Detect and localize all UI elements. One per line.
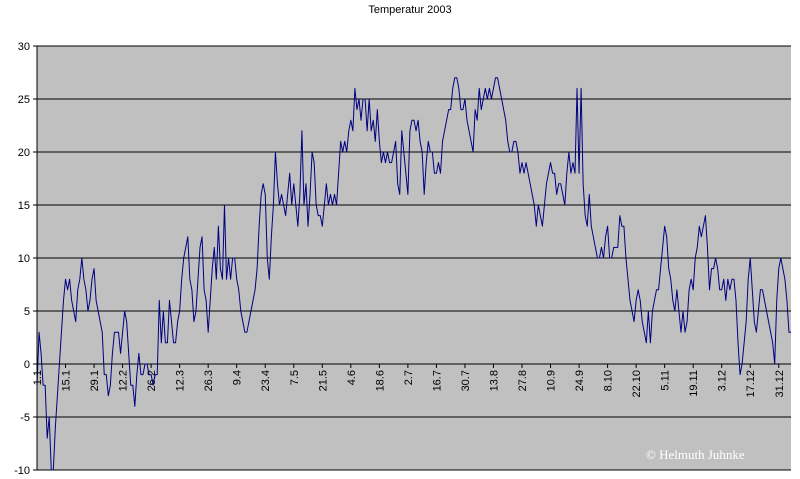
y-tick-label: 20 [18, 147, 30, 159]
y-tick-label: 5 [24, 306, 30, 318]
y-tick-label: 10 [18, 253, 30, 265]
y-tick-label: 30 [18, 41, 30, 53]
x-tick-label: 3.12 [717, 370, 729, 391]
x-tick-label: 19.11 [688, 370, 700, 397]
copyright-watermark: © Helmuth Juhnke [646, 447, 745, 462]
x-tick-label: 29.1 [89, 370, 101, 391]
temperature-series-line [36, 77, 791, 471]
x-tick-label: 4.6 [346, 370, 358, 385]
y-tick-label: -10 [14, 465, 30, 477]
x-tick-label: 2.7 [403, 370, 415, 385]
x-tick-label: 27.8 [517, 370, 529, 391]
x-tick-label: 5.11 [660, 370, 672, 391]
x-tick-label: 23.4 [260, 370, 272, 391]
x-tick-label: 17.12 [745, 370, 757, 398]
x-tick-label: 30.7 [460, 370, 472, 391]
chart-title: Temperatur 2003 [368, 4, 451, 16]
x-tick-label: 12.2 [118, 370, 130, 391]
grid-lines [37, 45, 791, 471]
x-tick-label: 15.1 [61, 370, 73, 391]
y-tick-label: 0 [24, 359, 30, 371]
x-tick-label: 24.9 [574, 370, 586, 391]
x-tick-label: 16.7 [431, 370, 443, 391]
series-layer [36, 77, 791, 471]
x-tick-label: 31.12 [774, 370, 786, 398]
y-tick-label: 25 [18, 94, 30, 106]
y-axis-ticks: 30 25 20 15 10 5 0 -5 -10 [14, 41, 37, 477]
x-tick-label: 8.10 [603, 370, 615, 391]
x-tick-label: 10.9 [546, 370, 558, 391]
x-tick-label: 21.5 [317, 370, 329, 391]
x-tick-label: 7.5 [289, 370, 301, 385]
x-tick-label: 22.10 [631, 370, 643, 398]
x-tick-label: 13.8 [488, 370, 500, 391]
x-tick-label: 26.3 [203, 370, 215, 391]
x-tick-label: 18.6 [374, 370, 386, 391]
x-tick-label: 12.3 [175, 370, 187, 391]
y-tick-label: 15 [18, 200, 30, 212]
x-tick-label: 1.1 [32, 370, 44, 385]
y-tick-label: -5 [20, 412, 30, 424]
x-tick-label: 9.4 [232, 370, 244, 385]
